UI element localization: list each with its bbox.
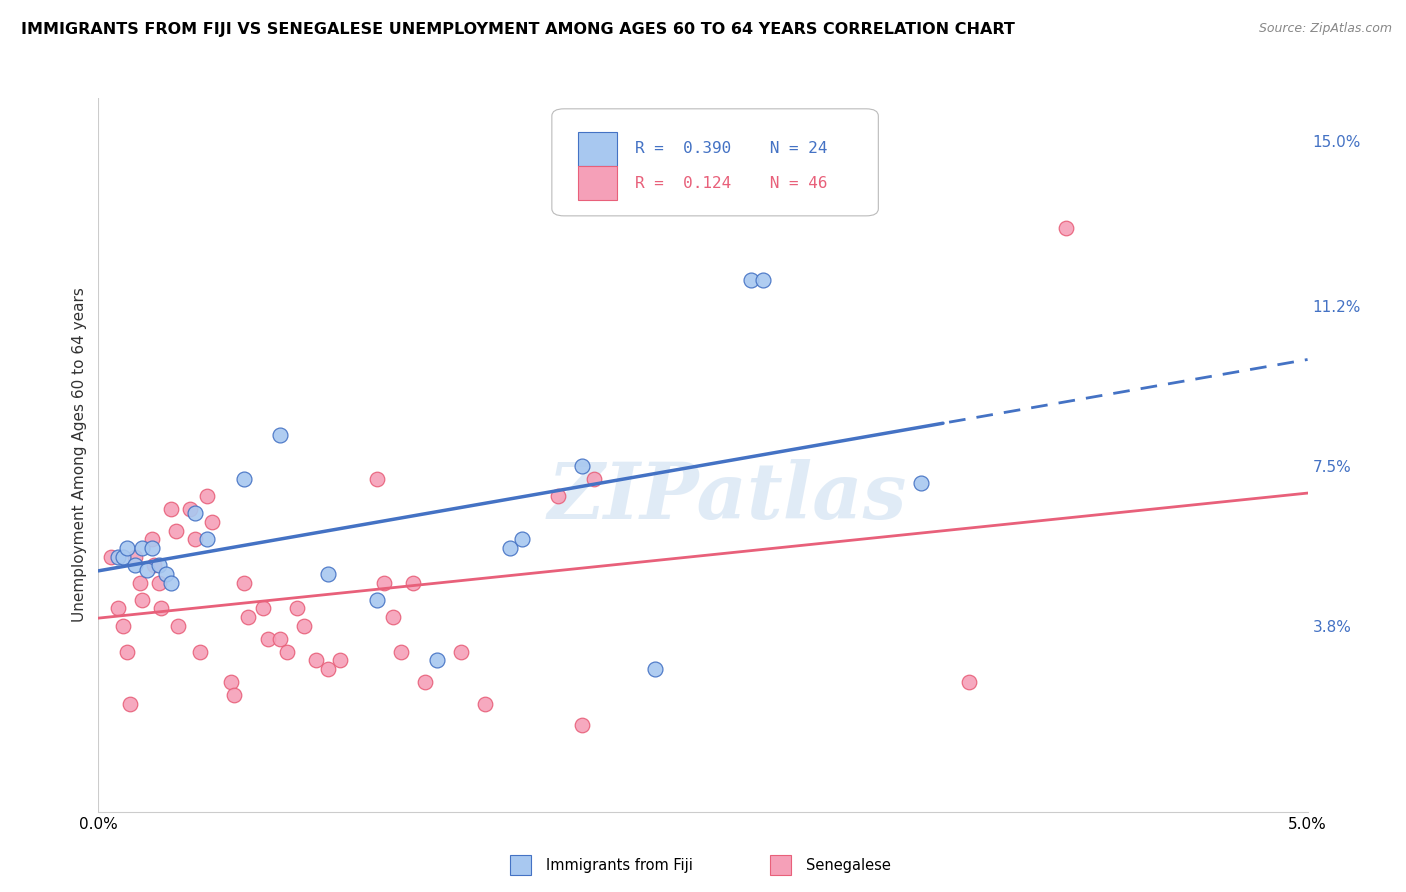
Point: [366, 472, 388, 486]
Point: [269, 632, 291, 646]
Point: [155, 566, 177, 581]
Point: [316, 566, 339, 581]
FancyBboxPatch shape: [578, 132, 617, 166]
Point: [107, 549, 129, 564]
Text: Immigrants from Fiji: Immigrants from Fiji: [546, 858, 693, 872]
Point: [117, 541, 139, 555]
Point: [256, 632, 278, 646]
Point: [232, 575, 254, 590]
Point: [644, 662, 666, 676]
Point: [141, 533, 163, 547]
Text: ZIPatlas: ZIPatlas: [547, 459, 907, 536]
Point: [131, 592, 153, 607]
Y-axis label: Unemployment Among Ages 60 to 64 years: Unemployment Among Ages 60 to 64 years: [72, 287, 87, 623]
Point: [195, 489, 218, 503]
Point: [128, 575, 150, 590]
Point: [118, 697, 141, 711]
Point: [111, 619, 134, 633]
Point: [426, 653, 449, 667]
Point: [276, 645, 298, 659]
Point: [373, 575, 395, 590]
Point: [124, 549, 146, 564]
Text: Source: ZipAtlas.com: Source: ZipAtlas.com: [1258, 22, 1392, 36]
Point: [329, 653, 352, 667]
Point: [910, 476, 932, 491]
Point: [195, 533, 218, 547]
Point: [179, 502, 201, 516]
Point: [165, 524, 187, 538]
Point: [382, 610, 405, 624]
Point: [184, 533, 207, 547]
Point: [222, 688, 245, 702]
Point: [141, 541, 163, 555]
Point: [571, 718, 593, 732]
Point: [117, 645, 139, 659]
Point: [474, 697, 496, 711]
Point: [740, 273, 762, 287]
Point: [167, 619, 190, 633]
Point: [188, 645, 211, 659]
Text: R =  0.390    N = 24: R = 0.390 N = 24: [636, 141, 828, 156]
Point: [957, 675, 980, 690]
Point: [221, 675, 243, 690]
Point: [285, 601, 308, 615]
Point: [252, 601, 274, 615]
Point: [366, 592, 388, 607]
Point: [160, 502, 183, 516]
Point: [1054, 220, 1077, 235]
Text: R =  0.124    N = 46: R = 0.124 N = 46: [636, 176, 828, 191]
Point: [571, 458, 593, 473]
Point: [510, 533, 533, 547]
Point: [201, 515, 224, 529]
Point: [305, 653, 328, 667]
Point: [752, 273, 775, 287]
Point: [238, 610, 260, 624]
FancyBboxPatch shape: [553, 109, 879, 216]
Point: [413, 675, 436, 690]
Point: [107, 601, 129, 615]
Point: [269, 428, 291, 442]
Point: [131, 541, 153, 555]
Point: [292, 619, 315, 633]
Point: [160, 575, 183, 590]
Point: [547, 489, 569, 503]
Point: [450, 645, 472, 659]
Point: [402, 575, 425, 590]
Point: [184, 506, 207, 520]
Point: [100, 549, 122, 564]
Point: [583, 472, 606, 486]
Point: [111, 549, 134, 564]
Point: [150, 601, 173, 615]
Point: [143, 558, 166, 573]
FancyBboxPatch shape: [769, 855, 792, 875]
FancyBboxPatch shape: [509, 855, 531, 875]
Text: Senegalese: Senegalese: [806, 858, 890, 872]
Point: [148, 558, 170, 573]
Text: IMMIGRANTS FROM FIJI VS SENEGALESE UNEMPLOYMENT AMONG AGES 60 TO 64 YEARS CORREL: IMMIGRANTS FROM FIJI VS SENEGALESE UNEMP…: [21, 22, 1015, 37]
Point: [148, 575, 170, 590]
Point: [232, 472, 254, 486]
Point: [124, 558, 146, 573]
Point: [135, 562, 157, 576]
Point: [389, 645, 412, 659]
Point: [316, 662, 339, 676]
FancyBboxPatch shape: [578, 166, 617, 200]
Point: [498, 541, 520, 555]
